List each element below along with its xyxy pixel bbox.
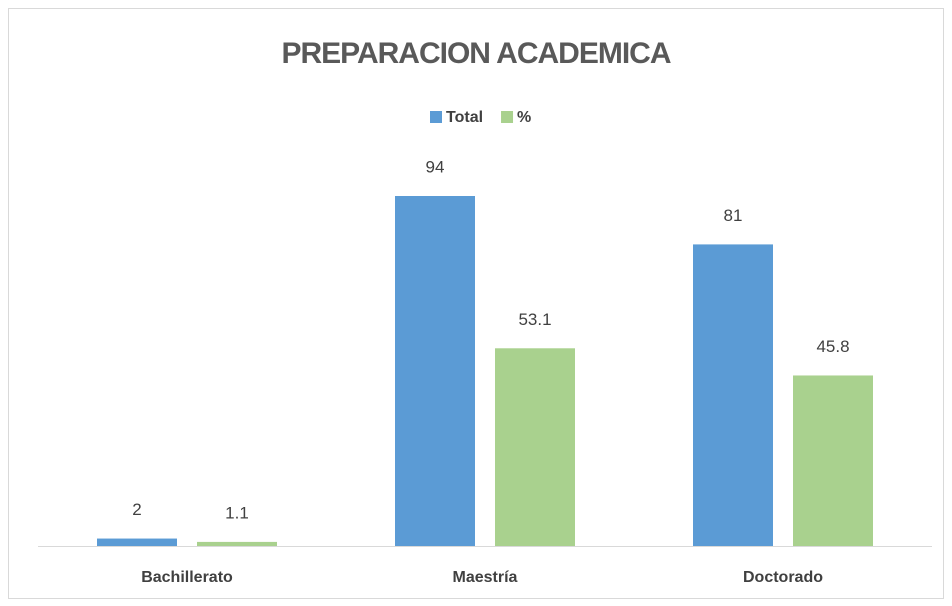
x-tick-label: Doctorado [743,569,823,586]
x-tick-label: Maestría [453,569,518,586]
bar [495,348,575,546]
bar [97,538,177,546]
legend-label: % [517,109,531,126]
data-label: 2 [132,500,141,519]
data-label: 45.8 [816,337,849,356]
data-label: 53.1 [518,310,551,329]
chart-title: PREPARACION ACADEMICA [281,37,670,70]
data-label: 94 [426,157,445,176]
data-label: 81 [724,206,743,225]
legend-label: Total [446,109,483,126]
legend-swatch [430,111,442,123]
bar [693,244,773,547]
chart-border [8,8,944,599]
legend-swatch [501,111,514,123]
bar [197,541,277,546]
bar [395,196,475,546]
data-label: 1.1 [225,503,249,522]
x-tick-label: Bachillerato [141,569,233,586]
bar [793,375,873,546]
